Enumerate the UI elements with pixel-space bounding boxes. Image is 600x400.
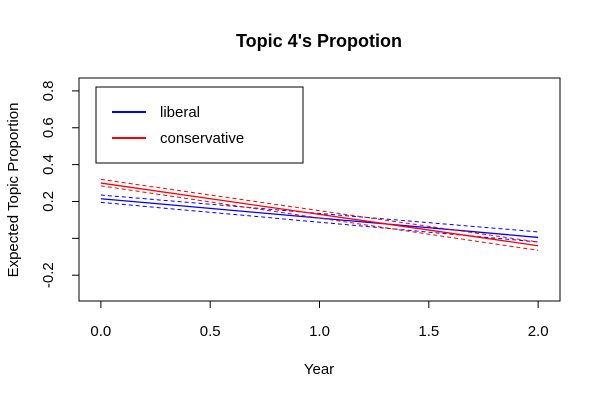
y-tick-label: 0.6	[40, 117, 57, 138]
x-tick-label: 1.0	[309, 323, 330, 340]
liberal-ci-upper-line	[100, 194, 539, 233]
legend-label-conservative: conservative	[160, 130, 244, 147]
x-tick-label: 0.5	[200, 323, 221, 340]
y-tick-label: 0.4	[40, 154, 57, 175]
y-tick-label: 0.2	[40, 191, 57, 212]
chart-title: Topic 4's Propotion	[236, 31, 402, 51]
liberal-series-line	[100, 198, 539, 239]
x-axis-label: Year	[304, 361, 334, 378]
y-axis: -0.2 0.2 0.4 0.6 0.8	[40, 80, 80, 288]
conservative-series-line	[100, 182, 539, 247]
series-layer	[100, 178, 539, 251]
legend-box	[95, 86, 304, 164]
x-tick-label: 2.0	[528, 323, 549, 340]
y-tick-label: -0.2	[40, 262, 57, 288]
x-tick-label: 1.5	[418, 323, 439, 340]
conservative-ci-upper-line	[100, 178, 539, 243]
conservative-ci-lower-line	[100, 185, 539, 251]
x-axis: 0.0 0.5 1.0 1.5 2.0	[90, 300, 549, 340]
y-axis-label: Expected Topic Proportion	[5, 103, 22, 278]
legend: liberal conservative	[95, 86, 304, 164]
legend-label-liberal: liberal	[160, 104, 200, 121]
y-tick-label: 0.8	[40, 80, 57, 101]
x-tick-label: 0.0	[90, 323, 111, 340]
